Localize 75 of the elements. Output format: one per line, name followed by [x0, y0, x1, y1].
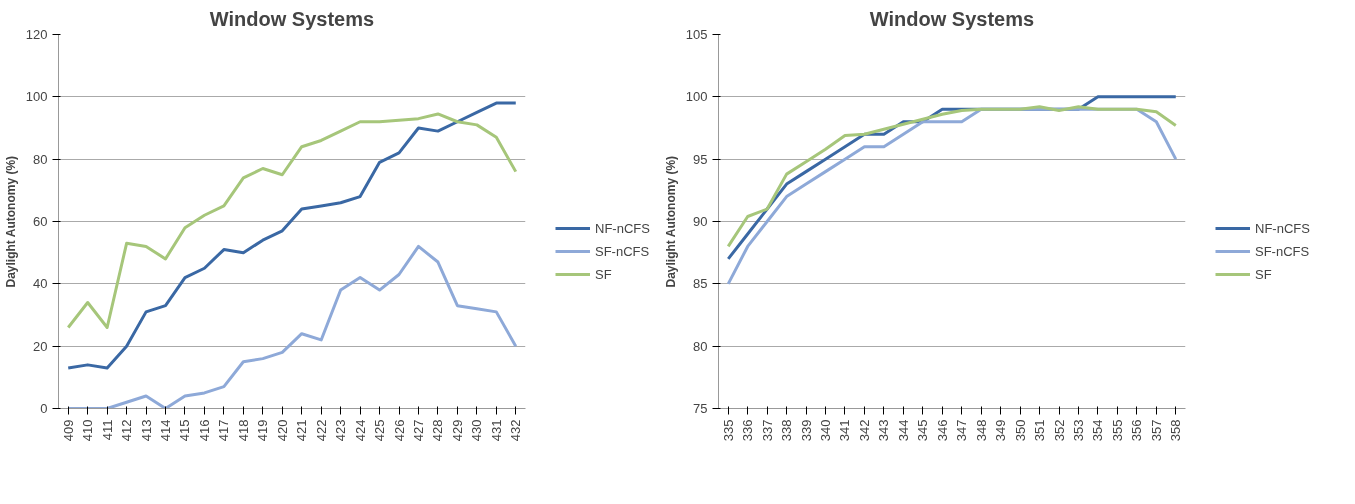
y-axis-title: Daylight Autonomy (%) [3, 155, 18, 288]
x-tick-label: 343 [876, 419, 892, 442]
x-tick-label: 347 [954, 419, 970, 442]
x-tick-label: 337 [759, 419, 775, 442]
x-tick-label: 413 [138, 419, 154, 442]
x-tick-label: 424 [352, 419, 368, 442]
y-axis-title: Daylight Autonomy (%) [663, 155, 678, 288]
y-tick-label: 100 [685, 89, 708, 105]
y-tick-label: 40 [33, 276, 48, 292]
y-tick-label: 80 [33, 151, 48, 167]
x-tick-label: 430 [469, 419, 485, 442]
x-tick-label: 409 [60, 419, 76, 442]
y-tick-label: 95 [693, 151, 708, 167]
x-tick-label: 353 [1070, 419, 1086, 442]
x-tick-label: 338 [779, 419, 795, 442]
x-tick-label: 410 [80, 419, 96, 442]
x-tick-label: 420 [274, 419, 290, 442]
y-tick-label: 80 [693, 338, 708, 354]
x-tick-label: 348 [973, 419, 989, 442]
y-tick-label: 0 [40, 401, 48, 416]
x-tick-label: 421 [294, 419, 310, 442]
line-series [66, 101, 518, 370]
x-tick-label: 342 [856, 419, 872, 442]
x-tick-label: 349 [993, 419, 1009, 442]
x-tick-label: 355 [1109, 419, 1125, 442]
x-tick-label: 351 [1032, 419, 1048, 442]
x-tick-label: 429 [449, 419, 465, 442]
x-tick-label: 431 [488, 419, 504, 442]
x-tick-label: 350 [1012, 419, 1028, 442]
x-tick-label: 415 [177, 419, 193, 442]
y-tick-label: 75 [693, 401, 708, 416]
x-tick-label: 345 [915, 419, 931, 442]
x-tick-label: 432 [508, 419, 524, 442]
x-tick-label: 335 [720, 419, 736, 442]
chart-title: Window Systems [209, 7, 375, 30]
legend-label: NF-nCFS [1255, 220, 1310, 236]
y-tick-label: 90 [693, 214, 708, 229]
x-tick-label: 419 [255, 419, 271, 442]
x-tick-label: 427 [410, 419, 426, 442]
x-tick-label: 412 [119, 419, 135, 442]
y-tick-label: 120 [25, 27, 48, 42]
x-tick-label: 341 [837, 419, 853, 442]
x-tick-label: 417 [216, 419, 232, 442]
line-series [66, 112, 518, 329]
x-tick-label: 422 [313, 419, 329, 442]
legend-label: NF-nCFS [595, 220, 650, 236]
line-series [66, 244, 518, 409]
x-tick-label: 344 [895, 419, 911, 442]
y-tick-label: 20 [33, 338, 48, 354]
x-tick-label: 346 [934, 419, 950, 442]
x-tick-label: 354 [1090, 419, 1106, 442]
x-tick-label: 418 [235, 419, 251, 442]
chart-title: Window Systems [869, 7, 1035, 30]
x-tick-label: 336 [740, 419, 756, 442]
y-tick-label: 105 [685, 27, 708, 42]
x-tick-label: 340 [818, 419, 834, 442]
legend-label: SF-nCFS [595, 243, 650, 259]
x-tick-label: 428 [430, 419, 446, 442]
legend-label: SF-nCFS [1255, 243, 1310, 259]
x-tick-label: 425 [372, 419, 388, 442]
x-tick-label: 339 [798, 419, 814, 442]
x-tick-label: 352 [1051, 419, 1067, 442]
y-tick-label: 85 [693, 276, 708, 292]
x-tick-label: 358 [1168, 419, 1184, 442]
legend-label: SF [595, 266, 613, 282]
x-tick-label: 426 [391, 419, 407, 442]
x-tick-label: 356 [1129, 419, 1145, 442]
x-tick-label: 423 [333, 419, 349, 442]
x-tick-label: 357 [1148, 419, 1164, 442]
legend-label: SF [1255, 266, 1273, 282]
y-tick-label: 100 [25, 89, 48, 105]
x-tick-label: 416 [196, 419, 212, 442]
x-tick-label: 414 [158, 419, 174, 442]
y-tick-label: 60 [33, 214, 48, 229]
x-tick-label: 411 [99, 419, 115, 441]
